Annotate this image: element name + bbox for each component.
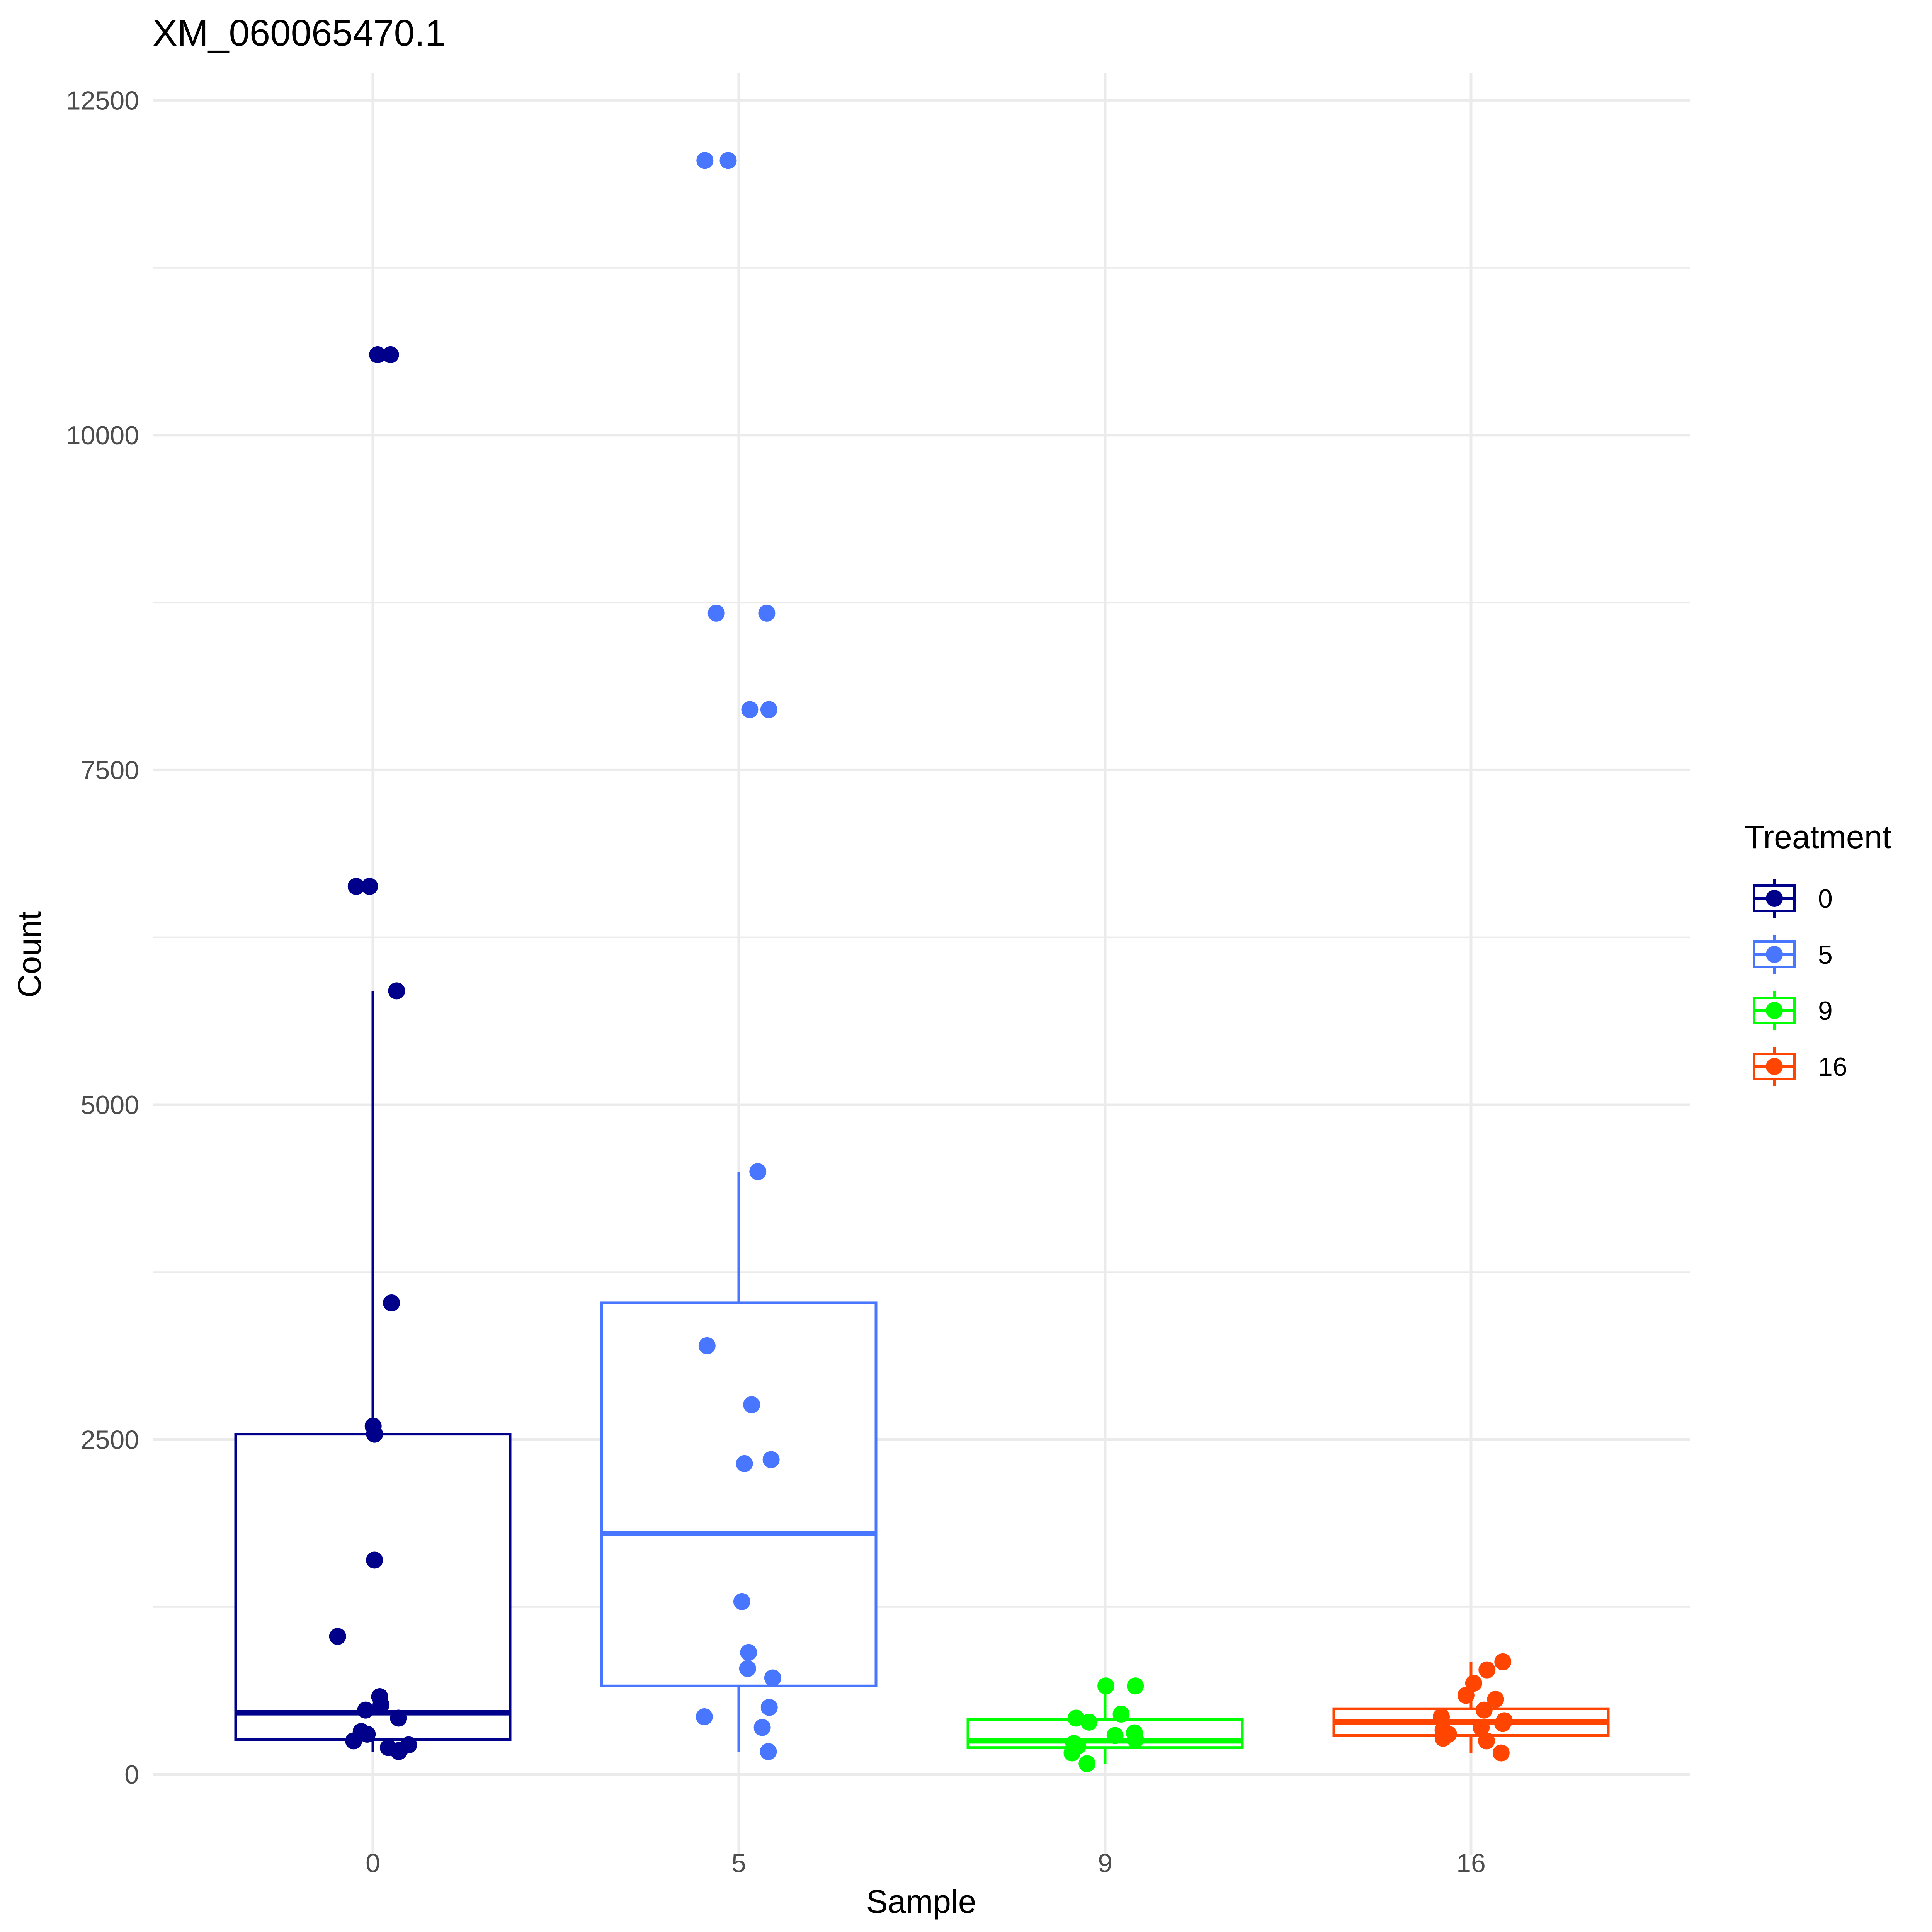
data-point: [347, 878, 365, 895]
data-point: [390, 1709, 407, 1727]
y-tick-label: 2500: [81, 1425, 139, 1454]
boxplot-groups: [234, 991, 1610, 1764]
data-point: [329, 1628, 346, 1645]
y-axis-ticks: 0 2500 5000 7500 10000 12500: [66, 86, 139, 1789]
data-point: [383, 1294, 400, 1311]
x-axis-ticks: 0 5 9 16: [366, 1849, 1486, 1878]
x-tick-label: 9: [1098, 1849, 1112, 1878]
data-point: [1494, 1653, 1512, 1670]
data-point: [1494, 1715, 1511, 1732]
jitter-points: [329, 152, 1513, 1772]
data-point: [741, 701, 759, 718]
data-point: [733, 1593, 750, 1610]
y-tick-label: 7500: [81, 755, 139, 785]
data-point: [696, 1708, 713, 1725]
legend-title: Treatment: [1745, 819, 1891, 855]
data-point: [758, 604, 776, 622]
box-group-16: [1332, 1662, 1610, 1753]
legend-label-5: 5: [1818, 940, 1833, 969]
data-point: [749, 1163, 767, 1180]
data-point: [345, 1732, 362, 1750]
x-tick-label: 0: [366, 1849, 380, 1878]
points-group-5: [696, 152, 781, 1760]
data-point: [1487, 1690, 1504, 1708]
legend-key-point: [1766, 1002, 1783, 1019]
data-point: [1457, 1687, 1475, 1704]
x-tick-label: 16: [1456, 1849, 1486, 1878]
data-point: [372, 1696, 390, 1713]
data-point: [760, 701, 777, 718]
data-point: [736, 1455, 753, 1472]
data-point: [1473, 1719, 1490, 1736]
data-point: [696, 152, 714, 169]
data-point: [1432, 1708, 1450, 1725]
data-point: [719, 152, 737, 169]
legend-key-0: [1753, 879, 1796, 918]
points-group-9: [1063, 1677, 1144, 1772]
box: [234, 1433, 512, 1741]
data-point: [1465, 1675, 1482, 1692]
box-group-9: [966, 1686, 1244, 1764]
legend-key-5: [1753, 935, 1796, 974]
y-tick-label: 0: [124, 1760, 139, 1789]
points-group-0: [329, 346, 417, 1760]
data-point: [1106, 1727, 1124, 1744]
data-point: [1434, 1730, 1452, 1747]
data-point: [366, 1425, 383, 1443]
data-point: [1097, 1677, 1115, 1695]
legend: Treatment 0 5 9 16: [1745, 819, 1891, 1086]
points-group-16: [1432, 1653, 1513, 1762]
legend-key-point: [1766, 946, 1783, 963]
legend-label-9: 9: [1818, 996, 1833, 1026]
legend-key-point: [1766, 890, 1783, 907]
legend-key-16: [1753, 1047, 1796, 1086]
x-tick-label: 5: [731, 1849, 746, 1878]
data-point: [359, 1726, 376, 1743]
data-point: [388, 982, 405, 1000]
data-point: [1080, 1713, 1098, 1731]
y-tick-label: 10000: [66, 421, 139, 450]
data-point: [369, 346, 386, 363]
legend-label-16: 16: [1818, 1052, 1847, 1082]
data-point: [743, 1396, 760, 1413]
data-point: [1078, 1755, 1096, 1772]
y-axis-title: Count: [11, 911, 48, 998]
data-point: [1478, 1732, 1495, 1750]
legend-key-point: [1766, 1058, 1783, 1075]
y-tick-label: 5000: [81, 1090, 139, 1120]
data-point: [1475, 1701, 1493, 1719]
data-point: [1067, 1709, 1085, 1727]
x-axis-title: Sample: [866, 1883, 976, 1920]
legend-label-0: 0: [1818, 884, 1833, 913]
box-group-5: [600, 1172, 878, 1752]
y-tick-label: 12500: [66, 86, 139, 115]
data-point: [357, 1701, 374, 1719]
data-point: [740, 1644, 757, 1661]
data-point: [1492, 1744, 1510, 1762]
data-point: [390, 1743, 407, 1760]
data-point: [707, 604, 725, 622]
data-point: [764, 1669, 781, 1687]
chart-title: XM_060065470.1: [153, 12, 446, 54]
data-point: [762, 1451, 780, 1468]
box: [600, 1301, 878, 1687]
data-point: [1478, 1661, 1496, 1679]
data-point: [366, 1551, 383, 1569]
data-point: [760, 1743, 777, 1760]
data-point: [698, 1337, 716, 1354]
data-point: [760, 1699, 778, 1716]
data-point: [1112, 1706, 1130, 1723]
data-point: [753, 1719, 771, 1736]
data-point: [382, 346, 399, 363]
data-point: [1127, 1677, 1144, 1695]
data-point: [1063, 1744, 1081, 1762]
data-point: [739, 1660, 756, 1677]
data-point: [361, 878, 378, 895]
data-point: [1127, 1731, 1144, 1748]
legend-key-9: [1753, 991, 1796, 1030]
